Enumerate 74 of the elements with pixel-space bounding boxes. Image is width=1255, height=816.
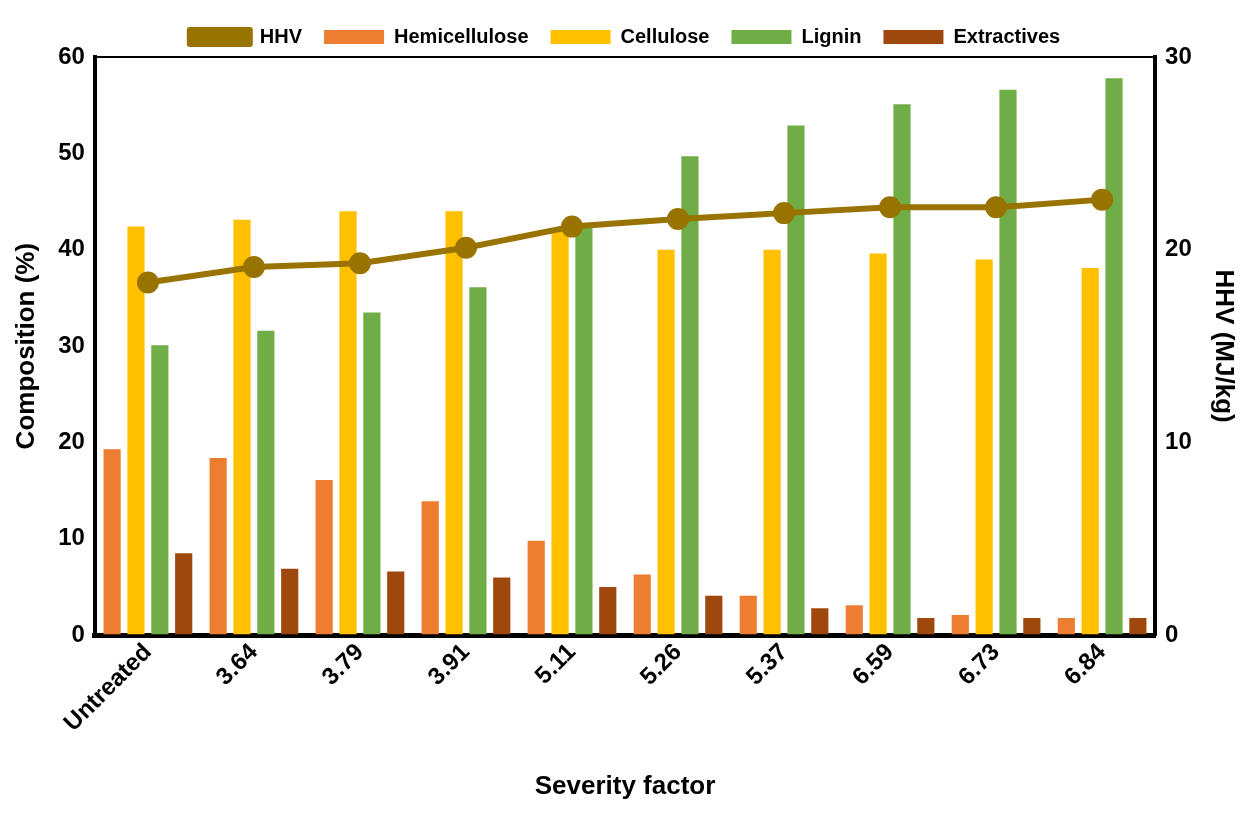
y2-axis-title: HHV (MJ/kg) — [1210, 269, 1241, 423]
point — [1091, 188, 1114, 211]
y-axis-title: Composition (%) — [9, 242, 40, 450]
bar — [999, 89, 1017, 636]
bar — [1057, 617, 1075, 636]
bar — [127, 226, 145, 636]
bar — [739, 595, 757, 636]
bar — [811, 608, 829, 636]
bar — [681, 156, 699, 636]
x-tick-label: 3.91 — [422, 637, 475, 690]
y2-tick-label: 0 — [1165, 619, 1179, 647]
bar — [893, 104, 911, 636]
bar — [527, 540, 545, 636]
y-tick-label: 60 — [58, 41, 85, 69]
bar — [363, 312, 381, 636]
bar — [705, 595, 723, 636]
bar — [575, 226, 593, 636]
bar — [657, 249, 675, 636]
bar — [1129, 617, 1147, 636]
bar — [493, 577, 511, 636]
bar — [469, 287, 487, 636]
point — [348, 252, 371, 275]
bar — [445, 211, 463, 636]
bar — [1105, 78, 1123, 636]
bar — [633, 574, 651, 636]
y2-tick-label: 20 — [1165, 234, 1192, 262]
bar — [869, 253, 887, 636]
bar — [421, 501, 439, 636]
legend-label: Lignin — [801, 24, 862, 47]
bar — [315, 480, 333, 636]
bar — [151, 345, 169, 636]
bar — [209, 457, 227, 636]
point — [667, 207, 690, 230]
y-tick-label: 0 — [71, 619, 85, 647]
y-tick-label: 10 — [58, 523, 85, 551]
legend-label: Extractives — [953, 24, 1061, 47]
bar — [281, 568, 299, 636]
bar — [951, 614, 969, 636]
bar — [1023, 617, 1041, 636]
bar — [257, 330, 275, 636]
legend-label: Hemicellulose — [394, 24, 529, 47]
bar — [599, 587, 617, 636]
bar — [175, 553, 193, 636]
point — [879, 196, 902, 219]
y2-tick-label: 10 — [1165, 427, 1192, 455]
bar — [917, 617, 935, 636]
bar — [787, 125, 805, 636]
y-tick-label: 30 — [58, 330, 85, 358]
bar — [339, 211, 357, 636]
bar — [763, 249, 781, 636]
point — [242, 256, 265, 279]
point — [985, 196, 1008, 219]
bar — [845, 605, 863, 636]
point — [136, 271, 159, 294]
bar — [387, 571, 405, 636]
y-tick-label: 50 — [58, 138, 85, 165]
x-tick-label: 5.26 — [634, 637, 687, 690]
x-axis-title: Severity factor — [534, 769, 716, 800]
bar — [1081, 268, 1099, 636]
y-tick-label: 20 — [58, 427, 85, 455]
bar — [975, 259, 993, 636]
point — [454, 236, 477, 259]
x-tick-label: 6.59 — [846, 637, 899, 690]
y2-tick-label: 30 — [1165, 41, 1192, 69]
bar — [233, 219, 251, 636]
y-tick-label: 40 — [58, 234, 85, 262]
x-tick-label: 5.11 — [529, 637, 581, 689]
legend-label: HHV — [259, 24, 303, 47]
x-tick-label: 6.73 — [952, 637, 1005, 690]
legend-label: Cellulose — [620, 24, 710, 47]
x-tick-label: 3.79 — [316, 637, 369, 690]
point — [773, 202, 796, 225]
point — [560, 215, 583, 238]
bar — [103, 449, 121, 636]
